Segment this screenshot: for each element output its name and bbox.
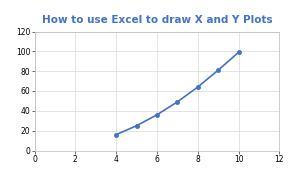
Title: How to use Excel to draw X and Y Plots: How to use Excel to draw X and Y Plots: [42, 15, 272, 25]
